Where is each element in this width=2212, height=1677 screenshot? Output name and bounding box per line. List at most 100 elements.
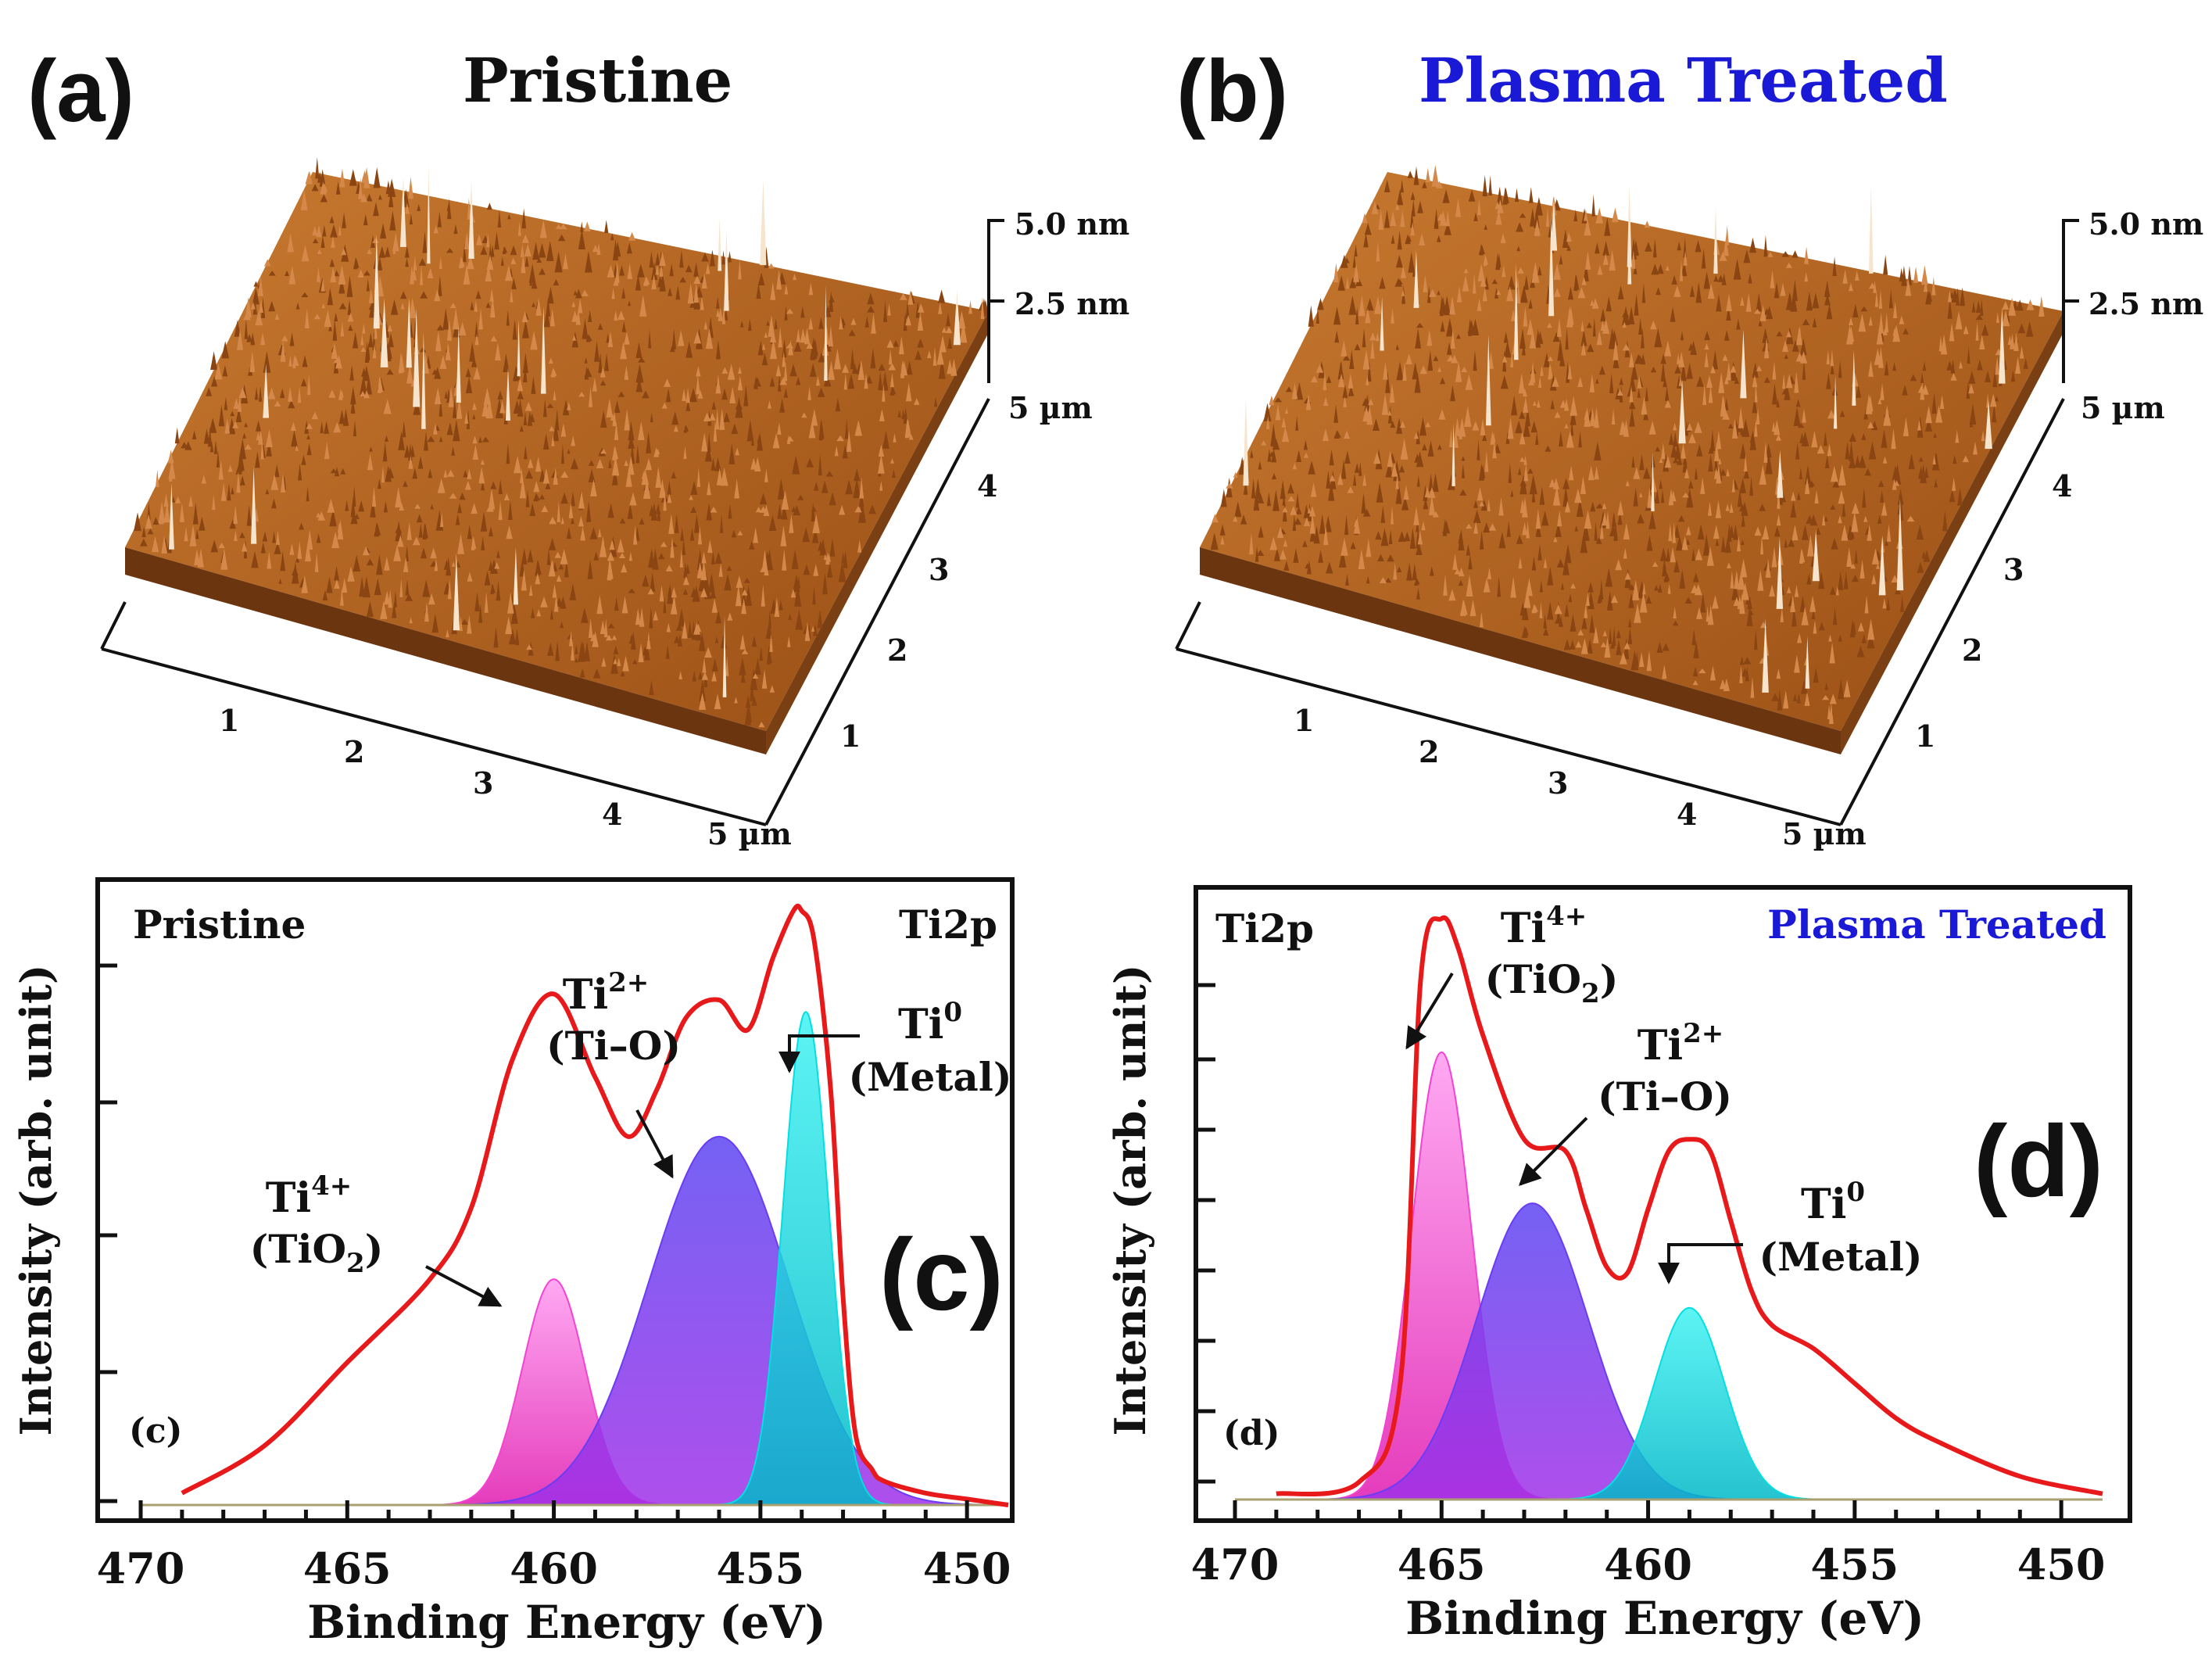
component-peak-ti0	[1548, 1306, 1830, 1500]
annotation-ti0-c: Ti0 (Metal)	[778, 997, 1012, 1100]
y-minor-ticks-c	[98, 963, 117, 1503]
afm-z-label-b-2: 2.5 nm	[2089, 286, 2203, 321]
components-c	[141, 1011, 1008, 1507]
afm-y-tick-b-4: 4	[2052, 468, 2072, 503]
region-label-d: Ti2p	[1215, 905, 1314, 951]
afm-y-axis-a	[764, 398, 990, 826]
annotation-ti0-d: Ti0 (Metal)	[1658, 1177, 1923, 1285]
region-label-c: Ti2p	[899, 901, 997, 948]
xps-panel-plasma-treated: 470 465 460 455 450 Ti2p Plasma Treated (d) …	[1105, 885, 2132, 1645]
plot-frame-d	[1194, 885, 2132, 1523]
svg-text:(TiO2): (TiO2)	[250, 1226, 384, 1279]
afm-x-tick-b-4: 4	[1677, 797, 1697, 832]
y-minor-ticks-d	[1196, 983, 1215, 1484]
ti4-close-c: )	[365, 1226, 384, 1272]
ti4-species-c: Ti	[266, 1174, 311, 1222]
afm-y-tick-b-2: 2	[1962, 632, 1982, 668]
afm-axes-b	[1175, 219, 2079, 826]
afm-z-label-a-2: 2.5 nm	[1015, 286, 1129, 321]
afm-panel-pristine: (a) Pristine 5.0 nm 2.5 nm 1 2 3 4 5 µm …	[27, 42, 1129, 851]
ti0-arrow-d	[1658, 1243, 1743, 1285]
ti2-arrow-c	[635, 1109, 674, 1179]
panel-label-b: (b)	[1176, 42, 1288, 140]
ti2-charge-c: 2+	[608, 967, 649, 998]
afm-x-tick-b-1: 1	[1294, 703, 1314, 738]
afm-surface-front-b	[1200, 547, 1841, 754]
afm-z-label-a-1: 5.0 nm	[1015, 206, 1129, 242]
big-panel-label-d: (d)	[1974, 1104, 2103, 1218]
x-tick-label: 470	[1191, 1539, 1280, 1589]
ti4-charge-c: 4+	[311, 1170, 352, 1202]
ti2-species-d: Ti	[1638, 1022, 1683, 1070]
ti4-line2-c: (TiO	[250, 1226, 346, 1272]
x-tick-label: 465	[1398, 1539, 1486, 1589]
ti4-charge-d: 4+	[1546, 901, 1587, 932]
ti4-sub-d: 2	[1581, 978, 1600, 1009]
components-d	[1235, 1051, 2103, 1501]
afm-title-plasma-treated: Plasma Treated	[1419, 45, 1948, 116]
afm-spikes	[1243, 185, 2006, 693]
big-panel-label-c: (c)	[879, 1217, 1004, 1331]
ti4-arrow-d	[1405, 972, 1454, 1050]
x-tick-label: 450	[2017, 1539, 2106, 1589]
ti2-line2-d: (Ti–O)	[1598, 1073, 1732, 1120]
afm-y-tick-b-3: 3	[2003, 552, 2024, 587]
x-tick-label: 460	[510, 1543, 598, 1593]
x-tick-label: 465	[303, 1543, 392, 1593]
afm-y-tick-a-2: 2	[887, 632, 907, 668]
ti4-species-d: Ti	[1501, 905, 1546, 952]
annotation-ti4-c: Ti4+ (TiO2)	[250, 1170, 503, 1307]
afm-x-tick-a-5: 5 µm	[707, 816, 792, 851]
svg-text:Ti4+: Ti4+	[266, 1170, 353, 1222]
svg-text:Ti2+: Ti2+	[563, 967, 650, 1019]
ti2-species-c: Ti	[563, 971, 608, 1019]
ti4-close-d: )	[1600, 956, 1619, 1002]
panel-label-a: (a)	[27, 42, 134, 140]
afm-x-axis-a-start	[100, 601, 127, 650]
afm-z-label-b-1: 5.0 nm	[2089, 206, 2203, 242]
annotation-ti2-d: Ti2+ (Ti–O)	[1519, 1018, 1732, 1186]
afm-x-tick-a-1: 1	[219, 703, 239, 738]
afm-x-tick-a-4: 4	[602, 797, 622, 832]
afm-x-tick-b-5: 5 µm	[1782, 816, 1867, 851]
afm-axes-a	[100, 219, 1004, 826]
ti0-line2-c: (Metal)	[849, 1054, 1012, 1100]
ti0-charge-d: 0	[1846, 1177, 1865, 1208]
afm-y-axis-b	[1839, 398, 2065, 826]
y-axis-label-c: Intensity (arb. unit)	[11, 965, 61, 1436]
x-tick-label: 455	[1810, 1539, 1899, 1589]
svg-text:Ti0: Ti0	[1801, 1177, 1865, 1228]
svg-text:Ti2+: Ti2+	[1638, 1018, 1724, 1070]
afm-x-tick-b-3: 3	[1548, 765, 1568, 801]
afm-surface-top-a	[125, 172, 989, 731]
x-tick-label: 455	[716, 1543, 804, 1593]
annotation-ti4-d: Ti4+ (TiO2)	[1405, 901, 1619, 1050]
y-axis-label-d: Intensity (arb. unit)	[1105, 965, 1155, 1436]
svg-text:Ti0: Ti0	[898, 997, 962, 1048]
sample-label-c: Pristine	[133, 901, 306, 948]
svg-text:Ti4+: Ti4+	[1501, 901, 1587, 952]
afm-y-ticks-b: 1 2 3 4 5 µm	[1915, 390, 2165, 754]
afm-x-axis-a	[101, 647, 767, 826]
envelope-curve-d	[1276, 915, 2103, 1497]
x-ticks-c: 470 465 460 455 450	[97, 1500, 1011, 1593]
x-ticks-d: 470 465 460 455 450	[1191, 1500, 2106, 1589]
afm-x-tick-b-2: 2	[1419, 734, 1439, 769]
afm-y-tick-a-5: 5 µm	[1008, 390, 1093, 425]
afm-panel-plasma-treated: (b) Plasma Treated 5.0 nm 2.5 nm 1 2 3 4…	[1175, 42, 2203, 851]
corner-label-c: (c)	[129, 1411, 182, 1451]
afm-y-tick-a-3: 3	[929, 552, 949, 587]
ti0-species-d: Ti	[1801, 1181, 1846, 1228]
corner-label-d: (d)	[1223, 1414, 1280, 1453]
afm-x-ticks-b: 1 2 3 4 5 µm	[1294, 703, 1867, 851]
ti0-line2-d: (Metal)	[1759, 1234, 1923, 1280]
svg-text:(TiO2): (TiO2)	[1485, 956, 1619, 1009]
afm-surface-a	[125, 156, 989, 754]
afm-x-ticks-a: 1 2 3 4 5 µm	[219, 703, 792, 851]
afm-x-tick-a-3: 3	[473, 765, 493, 801]
ti4-sub-c: 2	[346, 1248, 365, 1279]
ti0-species-c: Ti	[898, 1001, 943, 1048]
afm-y-tick-b-1: 1	[1915, 718, 1935, 754]
afm-title-pristine: Pristine	[463, 45, 732, 116]
afm-y-ticks-a: 1 2 3 4 5 µm	[840, 390, 1093, 754]
